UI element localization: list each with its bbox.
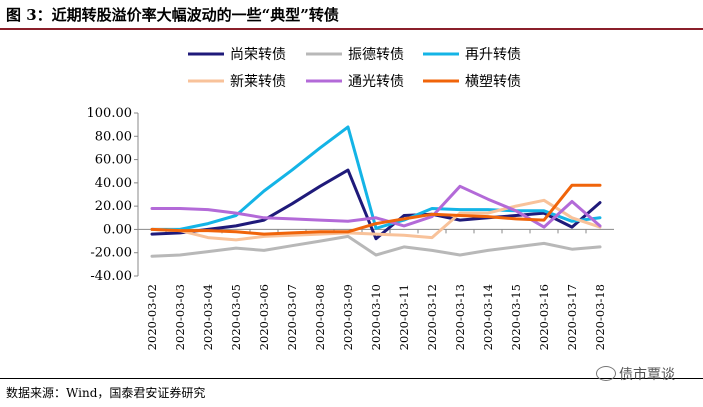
title-rule (0, 28, 703, 30)
legend-label: 振德转债 (348, 47, 404, 63)
x-tick-label: 2020-03-03 (173, 284, 187, 350)
y-tick-label: -40.00 (90, 269, 132, 284)
x-tick-label: 2020-03-11 (397, 284, 411, 350)
wechat-icon (596, 366, 616, 381)
watermark-text: 债市覃谈 (619, 367, 675, 383)
source-note: 数据来源：Wind，国泰君安证券研究 (6, 386, 206, 400)
x-tick-label: 2020-03-09 (341, 284, 355, 350)
y-tick-label: -20.00 (90, 246, 132, 261)
x-tick-label: 2020-03-15 (509, 284, 523, 350)
x-tick-label: 2020-03-13 (453, 284, 467, 350)
legend-label: 横塑转债 (465, 74, 521, 90)
series-line (150, 198, 602, 242)
legend-label: 再升转债 (465, 47, 521, 63)
legend-label: 新莱转债 (230, 74, 286, 90)
y-tick-label: 0.00 (103, 222, 132, 237)
series-line (150, 183, 602, 236)
legend-label: 通光转债 (348, 74, 404, 90)
y-tick-label: 40.00 (95, 176, 132, 191)
x-tick-label: 2020-03-10 (369, 284, 383, 350)
x-tick-label: 2020-03-18 (593, 284, 607, 350)
figure-title: 图 3：近期转股溢价率大幅波动的一些“典型”转债 (6, 6, 339, 24)
y-tick-label: 80.00 (95, 129, 132, 144)
x-tick-label: 2020-03-06 (257, 284, 271, 350)
x-tick-label: 2020-03-04 (201, 284, 215, 350)
x-tick-label: 2020-03-14 (481, 284, 495, 350)
watermark: 债市覃谈 (596, 364, 675, 384)
x-tick-label: 2020-03-12 (425, 284, 439, 350)
x-tick-label: 2020-03-17 (565, 284, 579, 350)
x-tick-label: 2020-03-07 (285, 284, 299, 350)
series-line (150, 184, 602, 229)
series-line (150, 234, 602, 258)
x-tick-label: 2020-03-02 (145, 284, 159, 350)
x-tick-label: 2020-03-05 (229, 284, 243, 350)
series-line (150, 125, 602, 231)
source-rule (0, 378, 703, 379)
y-tick-label: 60.00 (95, 153, 132, 168)
x-tick-label: 2020-03-16 (537, 284, 551, 350)
chart-series (150, 125, 602, 258)
legend-label: 尚荣转债 (230, 47, 286, 63)
y-tick-label: 100.00 (87, 106, 133, 121)
x-tick-label: 2020-03-08 (313, 284, 327, 350)
y-tick-label: 20.00 (95, 199, 132, 214)
